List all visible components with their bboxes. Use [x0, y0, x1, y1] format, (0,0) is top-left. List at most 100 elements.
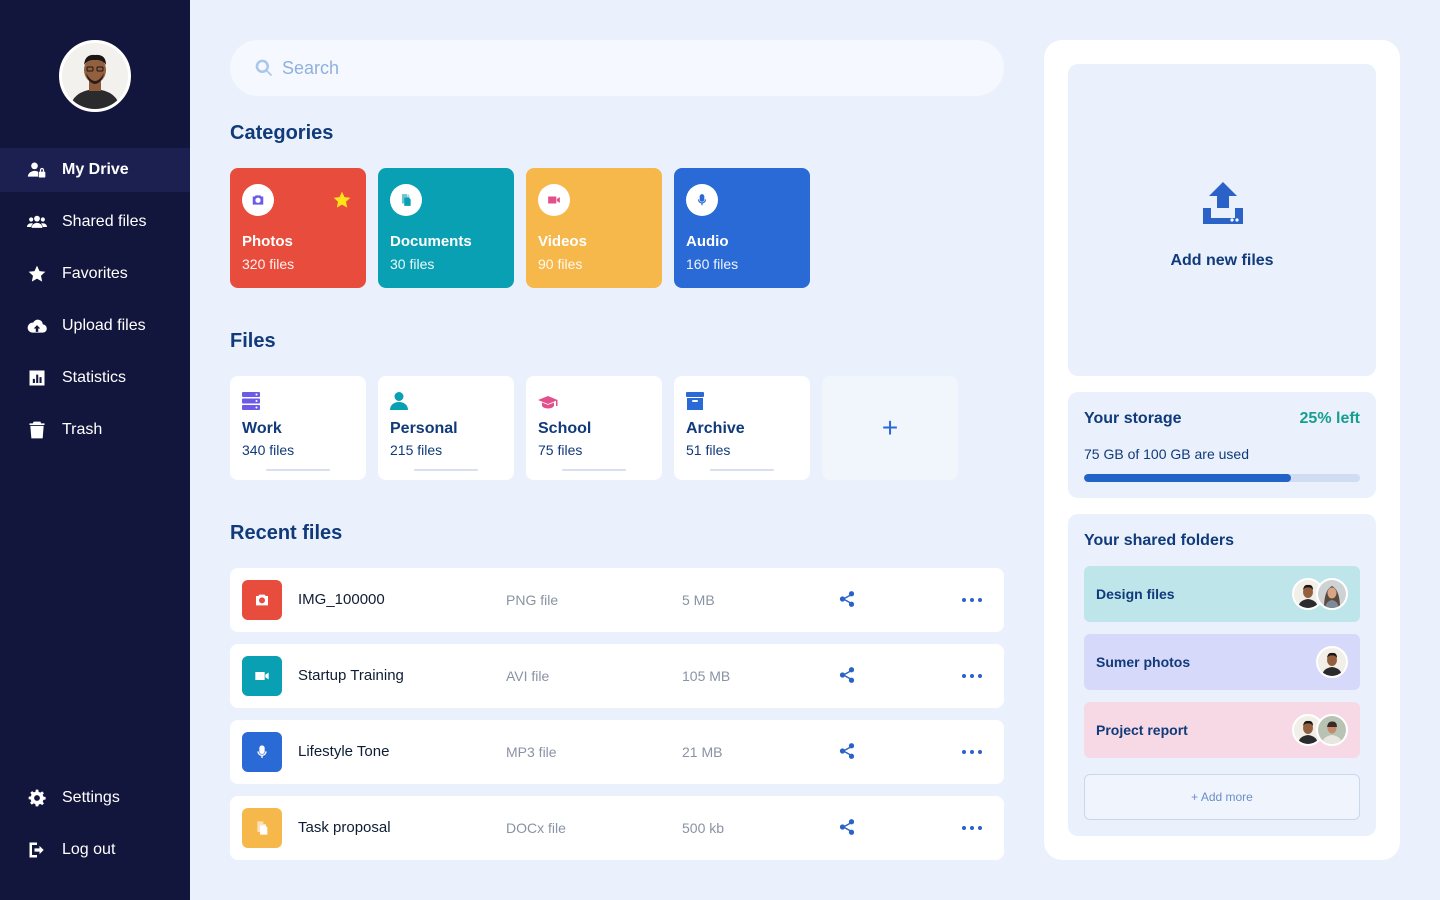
- sidebar-item-statistics[interactable]: Statistics: [0, 356, 190, 400]
- sidebar-item-settings[interactable]: Settings: [0, 776, 190, 820]
- sidebar-item-my-drive[interactable]: My Drive: [0, 148, 190, 192]
- camera-icon: [242, 184, 274, 216]
- more-options-icon[interactable]: [962, 668, 982, 684]
- search-input[interactable]: [282, 57, 962, 79]
- folder-name: Work: [242, 420, 282, 437]
- folder-divider: [414, 469, 478, 471]
- sidebar-item-label: My Drive: [62, 161, 129, 178]
- file-name: Task proposal: [298, 819, 391, 836]
- cloud-upload-icon: [26, 315, 48, 337]
- file-size: 105 MB: [682, 668, 731, 684]
- add-folder-button[interactable]: +: [822, 376, 958, 480]
- shared-folder-sumer-photos[interactable]: Sumer photos: [1084, 634, 1360, 690]
- category-count: 90 files: [538, 256, 583, 272]
- folder-count: 215 files: [390, 442, 443, 458]
- shared-folder-name: Design files: [1096, 586, 1175, 602]
- category-count: 160 files: [686, 256, 739, 272]
- sidebar-item-trash[interactable]: Trash: [0, 408, 190, 452]
- users-icon: [26, 211, 48, 233]
- folder-school[interactable]: School 75 files: [526, 376, 662, 480]
- folder-name: School: [538, 420, 592, 437]
- logout-icon: [26, 839, 48, 861]
- sidebar: My Drive Shared files Favorites Upload f…: [0, 0, 190, 900]
- sidebar-item-label: Settings: [62, 789, 120, 806]
- folder-divider: [266, 469, 330, 471]
- video-icon: [538, 184, 570, 216]
- file-type: DOCx file: [506, 820, 566, 836]
- add-more-button[interactable]: + Add more: [1084, 774, 1360, 820]
- share-icon[interactable]: [838, 742, 858, 762]
- more-options-icon[interactable]: [962, 744, 982, 760]
- storage-left: 25% left: [1299, 410, 1360, 427]
- folder-archive[interactable]: Archive 51 files: [674, 376, 810, 480]
- category-videos[interactable]: Videos 90 files: [526, 168, 662, 288]
- category-name: Audio: [686, 233, 729, 250]
- file-type: PNG file: [506, 592, 559, 608]
- sidebar-item-label: Shared files: [62, 213, 147, 230]
- graduation-cap-icon: [538, 396, 558, 409]
- category-name: Videos: [538, 233, 587, 250]
- file-name: Lifestyle Tone: [298, 743, 390, 760]
- recent-file-row[interactable]: Startup Training AVI file 105 MB: [230, 644, 1004, 708]
- storage-used-text: 75 GB of 100 GB are used: [1084, 446, 1249, 462]
- folder-divider: [562, 469, 626, 471]
- sidebar-item-label: Statistics: [62, 369, 127, 386]
- shared-folder-name: Sumer photos: [1096, 654, 1191, 670]
- storage-progress-bar: [1084, 474, 1360, 482]
- shared-folder-design-files[interactable]: Design files: [1084, 566, 1360, 622]
- avatar: [1316, 714, 1348, 746]
- folder-count: 75 files: [538, 442, 583, 458]
- document-icon: [242, 808, 282, 848]
- search-icon: [255, 59, 273, 77]
- sidebar-item-label: Log out: [62, 841, 116, 858]
- recent-files-title: Recent files: [230, 522, 343, 544]
- plus-icon: +: [881, 412, 899, 443]
- file-name: IMG_100000: [298, 591, 385, 608]
- share-icon[interactable]: [838, 818, 858, 838]
- right-panel: Add new files Your storage 25% left 75 G…: [1044, 40, 1400, 860]
- document-icon: [390, 184, 422, 216]
- avatar: [1316, 646, 1348, 678]
- sidebar-item-favorites[interactable]: Favorites: [0, 252, 190, 296]
- archive-icon: [686, 392, 704, 410]
- category-photos[interactable]: Photos 320 files: [230, 168, 366, 288]
- add-new-files-button[interactable]: Add new files: [1068, 64, 1376, 376]
- recent-file-row[interactable]: IMG_100000 PNG file 5 MB: [230, 568, 1004, 632]
- sidebar-item-shared-files[interactable]: Shared files: [0, 200, 190, 244]
- more-options-icon[interactable]: [962, 820, 982, 836]
- category-name: Documents: [390, 233, 472, 250]
- microphone-icon: [242, 732, 282, 772]
- category-audio[interactable]: Audio 160 files: [674, 168, 810, 288]
- folder-work[interactable]: Work 340 files: [230, 376, 366, 480]
- add-new-files-label: Add new files: [1170, 252, 1274, 269]
- files-title: Files: [230, 330, 276, 352]
- folder-name: Archive: [686, 420, 745, 437]
- folder-personal[interactable]: Personal 215 files: [378, 376, 514, 480]
- sidebar-item-upload-files[interactable]: Upload files: [0, 304, 190, 348]
- folder-divider: [710, 469, 774, 471]
- shared-folder-name: Project report: [1096, 722, 1188, 738]
- category-count: 320 files: [242, 256, 295, 272]
- folder-count: 340 files: [242, 442, 295, 458]
- share-icon[interactable]: [838, 666, 858, 686]
- user-icon: [390, 392, 408, 410]
- recent-file-row[interactable]: Task proposal DOCx file 500 kb: [230, 796, 1004, 860]
- user-avatar[interactable]: [59, 40, 131, 112]
- recent-file-row[interactable]: Lifestyle Tone MP3 file 21 MB: [230, 720, 1004, 784]
- shared-folders-title: Your shared folders: [1084, 532, 1234, 549]
- file-type: AVI file: [506, 668, 550, 684]
- share-icon[interactable]: [838, 590, 858, 610]
- shared-folder-project-report[interactable]: Project report: [1084, 702, 1360, 758]
- camera-icon: [242, 580, 282, 620]
- more-options-icon[interactable]: [962, 592, 982, 608]
- search-bar: [230, 40, 1004, 96]
- favorite-star-icon[interactable]: [332, 190, 352, 210]
- gear-icon: [26, 787, 48, 809]
- categories-title: Categories: [230, 122, 334, 144]
- avatar: [1316, 578, 1348, 610]
- category-documents[interactable]: Documents 30 files: [378, 168, 514, 288]
- file-size: 500 kb: [682, 820, 725, 836]
- upload-icon: [1203, 182, 1243, 224]
- sidebar-item-logout[interactable]: Log out: [0, 828, 190, 872]
- server-icon: [242, 392, 260, 410]
